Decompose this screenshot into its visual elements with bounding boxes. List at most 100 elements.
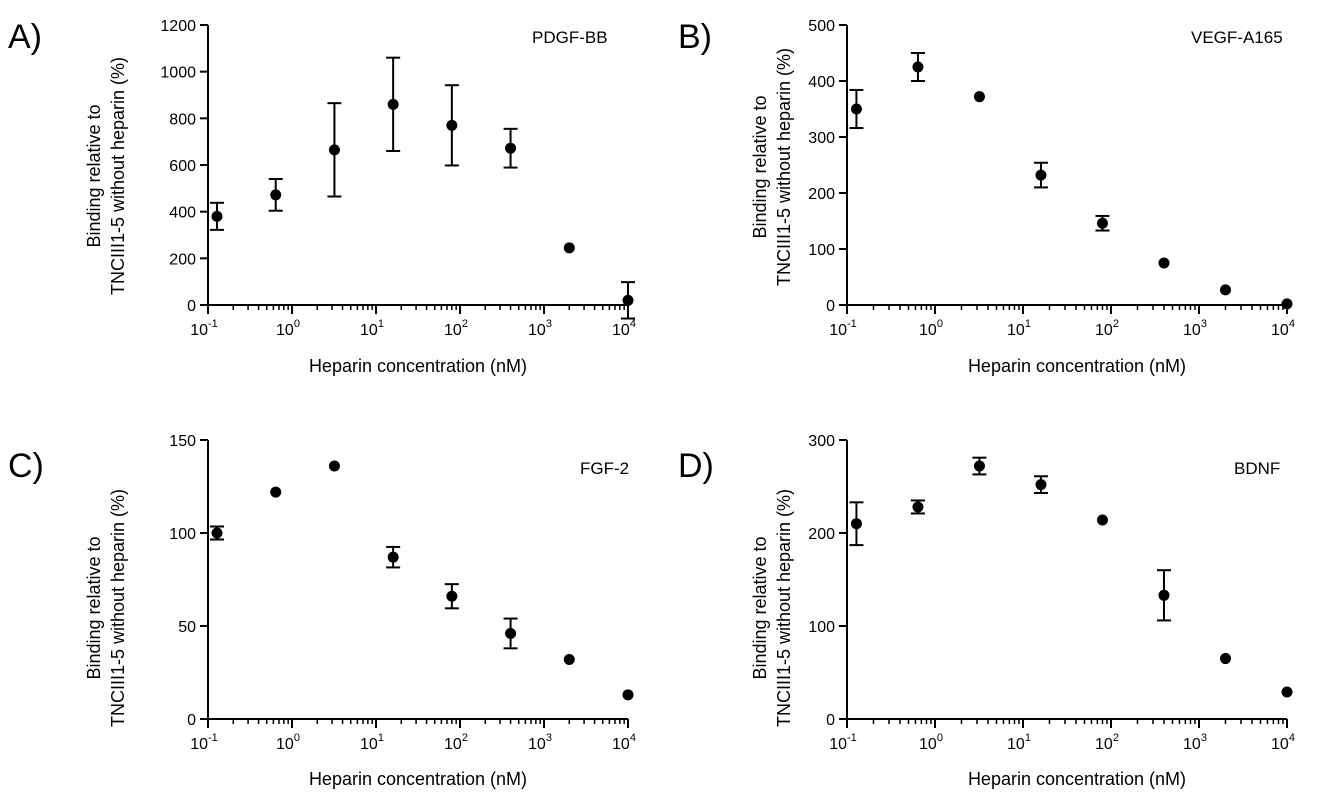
y-axis-label-line2: TNCIII1-5 without heparin (%) <box>774 489 794 727</box>
x-tick-label: 104 <box>1271 318 1295 339</box>
y-tick-label: 600 <box>169 158 196 175</box>
data-point <box>1035 479 1047 491</box>
y-tick-label: 0 <box>826 712 835 729</box>
panel-b: B) VEGF-A165 Binding relative to TNCIII1… <box>678 18 1295 376</box>
panel-letter: D) <box>678 447 714 485</box>
x-tick-label: 104 <box>1271 732 1295 753</box>
y-tick-label: 50 <box>178 619 196 636</box>
data-point <box>270 189 282 201</box>
chart-title: BDNF <box>1234 459 1280 478</box>
x-axis-label: Heparin concentration (nM) <box>309 769 527 789</box>
panel-letter: C) <box>8 447 44 485</box>
data-point <box>622 294 634 306</box>
data-point <box>1219 284 1231 296</box>
data-point <box>446 119 458 131</box>
data-point <box>912 61 924 73</box>
x-tick-label: 101 <box>1007 732 1031 753</box>
x-tick-label: 10-1 <box>190 318 218 339</box>
y-tick-label: 200 <box>808 526 835 543</box>
y-tick-label: 500 <box>808 18 835 35</box>
x-tick-label: 102 <box>1095 318 1119 339</box>
data-point <box>211 210 223 222</box>
plot-area: 0 50 100 150 10-1 100 101 102 103 104 <box>169 433 636 753</box>
x-tick-label: 101 <box>1007 318 1031 339</box>
data-point <box>505 627 517 639</box>
x-tick-label: 103 <box>528 318 552 339</box>
data-point <box>270 486 282 498</box>
y-tick-label: 1200 <box>160 18 196 35</box>
y-tick-label: 300 <box>808 130 835 147</box>
x-tick-label: 100 <box>919 732 943 753</box>
data-point <box>505 142 517 154</box>
y-tick-label: 1000 <box>160 65 196 82</box>
x-tick-label: 104 <box>612 732 636 753</box>
panel-letter: A) <box>8 18 42 56</box>
data-point <box>1158 589 1170 601</box>
x-tick-label: 103 <box>1183 318 1207 339</box>
y-tick-label: 800 <box>169 111 196 128</box>
x-tick-label: 10-1 <box>829 732 857 753</box>
x-tick-label: 100 <box>919 318 943 339</box>
x-tick-label: 103 <box>528 732 552 753</box>
plot-area: 0 100 200 300 10-1 100 101 102 103 104 <box>808 433 1295 753</box>
x-axis-label: Heparin concentration (nM) <box>968 356 1186 376</box>
x-axis-label: Heparin concentration (nM) <box>309 356 527 376</box>
y-axis-label-line2: TNCIII1-5 without heparin (%) <box>108 489 128 727</box>
data-point <box>1158 257 1170 269</box>
y-tick-label: 300 <box>808 433 835 450</box>
y-tick-label: 100 <box>808 242 835 259</box>
plot-area: 0 100 200 300 400 500 10-1 100 101 102 103 104 <box>808 18 1295 339</box>
y-axis-label-line1: Binding relative to <box>84 104 104 247</box>
x-tick-label: 10-1 <box>190 732 218 753</box>
y-tick-label: 400 <box>808 74 835 91</box>
y-tick-label: 200 <box>808 186 835 203</box>
y-axis-label-line2: TNCIII1-5 without heparin (%) <box>108 57 128 295</box>
y-tick-label: 0 <box>826 298 835 315</box>
y-axis-label-line2: TNCIII1-5 without heparin (%) <box>774 48 794 286</box>
x-axis-label: Heparin concentration (nM) <box>968 769 1186 789</box>
data-point <box>387 98 399 110</box>
data-point <box>387 551 399 563</box>
data-point <box>973 91 985 103</box>
chart-title: FGF-2 <box>580 459 629 478</box>
data-point <box>563 653 575 665</box>
x-tick-label: 100 <box>276 318 300 339</box>
data-point <box>1035 169 1047 181</box>
x-tick-label: 100 <box>276 732 300 753</box>
panel-a: A) PDGF-BB Binding relative to TNCIII1-5… <box>8 18 636 376</box>
data-point <box>211 527 223 539</box>
x-tick-label: 102 <box>1095 732 1119 753</box>
plot-area: 0 200 400 600 800 1000 1200 10-1 100 101 102 103 104 <box>160 18 636 339</box>
x-tick-label: 104 <box>612 318 636 339</box>
panel-letter: B) <box>678 18 712 56</box>
data-point <box>850 103 862 115</box>
data-point <box>328 460 340 472</box>
y-tick-label: 0 <box>187 712 196 729</box>
data-point <box>912 501 924 513</box>
data-point <box>973 460 985 472</box>
x-tick-label: 102 <box>444 732 468 753</box>
y-tick-label: 200 <box>169 251 196 268</box>
data-point <box>446 590 458 602</box>
data-point <box>1096 514 1108 526</box>
data-point <box>328 144 340 156</box>
x-tick-label: 103 <box>1183 732 1207 753</box>
y-tick-label: 100 <box>169 526 196 543</box>
y-axis-label-line1: Binding relative to <box>750 95 770 238</box>
y-axis-label-line1: Binding relative to <box>750 536 770 679</box>
x-tick-label: 101 <box>360 732 384 753</box>
x-tick-label: 101 <box>360 318 384 339</box>
y-tick-label: 0 <box>187 298 196 315</box>
panel-d: D) BDNF Binding relative to TNCIII1-5 wi… <box>678 433 1295 789</box>
data-point <box>563 242 575 254</box>
y-tick-label: 150 <box>169 433 196 450</box>
chart-title: VEGF-A165 <box>1191 28 1283 47</box>
data-point <box>622 689 634 701</box>
y-axis-label-line1: Binding relative to <box>84 536 104 679</box>
x-tick-label: 10-1 <box>829 318 857 339</box>
data-point <box>1281 298 1293 310</box>
data-point <box>1281 686 1293 698</box>
y-tick-label: 400 <box>169 205 196 222</box>
panel-c: C) FGF-2 Binding relative to TNCIII1-5 w… <box>8 433 636 789</box>
